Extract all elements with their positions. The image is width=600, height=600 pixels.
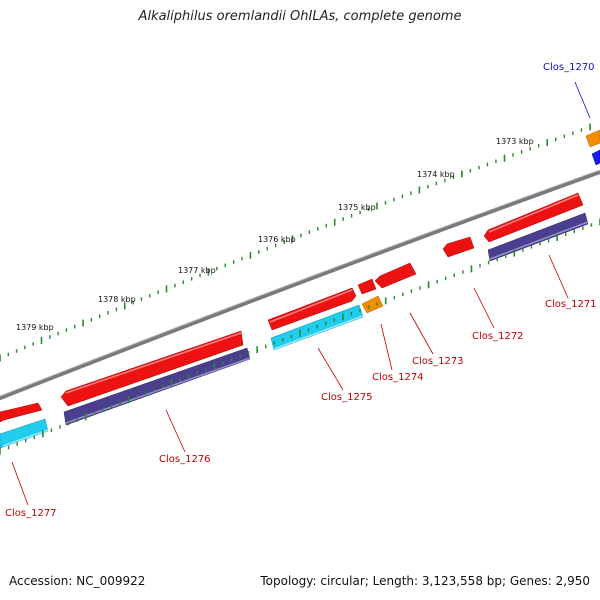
kbp-label: 1377 kbp bbox=[178, 266, 216, 275]
gene-label: Clos_1272 bbox=[472, 331, 524, 342]
cds-arrow bbox=[267, 287, 357, 331]
ruler-dots-inner bbox=[0, 218, 600, 455]
reverse-cds-track bbox=[63, 212, 589, 426]
rna-block bbox=[585, 129, 600, 148]
gene-label: Clos_1275 bbox=[321, 392, 373, 403]
cds-shading bbox=[65, 194, 579, 394]
cds-arrow bbox=[483, 192, 584, 243]
kbp-label: 1373 kbp bbox=[496, 137, 534, 146]
cds-arrow bbox=[0, 402, 43, 423]
gene-label: Clos_1273 bbox=[412, 356, 464, 367]
forward-cds-track bbox=[0, 192, 584, 423]
cds-arrow bbox=[60, 330, 244, 407]
cds-block bbox=[487, 212, 589, 262]
gene-label: Clos_1274 bbox=[372, 372, 424, 383]
accession-text: Accession: NC_009922 bbox=[9, 574, 146, 588]
cds-arrow bbox=[374, 262, 417, 289]
rna-features bbox=[361, 129, 600, 314]
cds-block-blue bbox=[591, 149, 600, 166]
rna-block bbox=[361, 295, 384, 314]
map-title: Alkaliphilus oremlandii OhILAs, complete… bbox=[138, 9, 462, 24]
cds-arrow bbox=[442, 236, 475, 258]
kbp-label: 1375 kbp bbox=[338, 203, 376, 212]
kbp-label: 1376 kbp bbox=[258, 235, 296, 244]
cds-block bbox=[63, 347, 251, 426]
gene-label: Clos_1277 bbox=[5, 508, 57, 519]
kbp-label: 1374 kbp bbox=[417, 170, 455, 179]
gene-label: Clos_1276 bbox=[159, 454, 211, 465]
cds-block bbox=[0, 418, 49, 449]
gene-labels: Clos_1270 Clos_1271 Clos_1272 Clos_1273 … bbox=[5, 62, 597, 519]
ruler-dots-outer bbox=[0, 123, 591, 362]
kbp-label: 1378 kbp bbox=[98, 295, 136, 304]
gene-label: Clos_1271 bbox=[545, 299, 597, 310]
topology-text: Topology: circular; Length: 3,123,558 bp… bbox=[260, 574, 590, 588]
genome-backbone bbox=[0, 170, 600, 401]
cds-arrow bbox=[357, 278, 377, 295]
label-leader-lines bbox=[11, 81, 591, 506]
ruler-labels: 1373 kbp 1374 kbp 1375 kbp 1376 kbp 1377… bbox=[16, 137, 534, 332]
gene-label: Clos_1270 bbox=[543, 62, 595, 73]
kbp-label: 1379 kbp bbox=[16, 323, 54, 332]
